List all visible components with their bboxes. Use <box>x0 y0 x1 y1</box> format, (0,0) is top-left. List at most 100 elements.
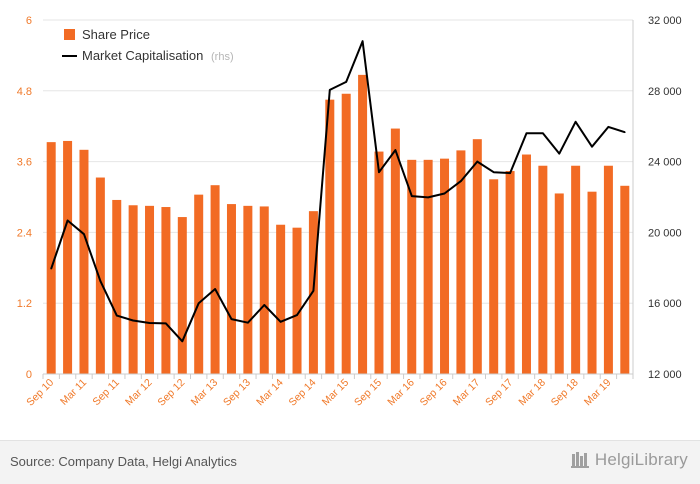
x-tick-label: Mar 13 <box>189 377 221 409</box>
bar-share-price <box>259 206 269 374</box>
point-market-cap <box>132 319 134 322</box>
point-market-cap <box>99 280 102 282</box>
bar-share-price <box>341 93 351 374</box>
brand-logo: HelgiLibrary <box>570 450 688 470</box>
legend-label-share-price: Share Price <box>82 27 150 42</box>
point-market-cap <box>591 145 593 148</box>
bar-share-price <box>538 165 548 374</box>
y-left-tick-label: 0 <box>26 369 32 381</box>
x-tick-label: Sep 12 <box>155 377 187 409</box>
x-tick-label: Mar 18 <box>516 377 548 409</box>
x-tick-label: Sep 18 <box>549 377 581 409</box>
point-market-cap <box>50 267 52 270</box>
bar-share-price <box>210 185 220 374</box>
bar-share-price <box>358 74 368 375</box>
bar-share-price <box>423 159 433 374</box>
bar-share-price <box>292 227 302 374</box>
x-tick-label: Sep 16 <box>418 377 450 409</box>
y-left-tick-label: 2.4 <box>17 227 32 239</box>
legend: Share Price Market Capitalisation (rhs) <box>62 27 234 63</box>
bar-share-price <box>161 207 171 374</box>
source-text: Source: Company Data, Helgi Analytics <box>10 454 237 469</box>
bar-share-price <box>571 165 581 374</box>
bar-share-price <box>407 159 417 374</box>
bar-share-price <box>79 149 89 374</box>
bar-share-price <box>194 194 204 374</box>
bar-share-price <box>603 165 613 374</box>
bar-share-price <box>390 128 400 374</box>
y-left-tick-label: 3.6 <box>17 157 32 169</box>
point-market-cap <box>312 290 315 292</box>
point-market-cap <box>361 40 364 43</box>
x-tick-label: Sep 14 <box>287 377 319 409</box>
bar-share-price <box>226 204 236 374</box>
point-market-cap <box>263 304 266 306</box>
x-tick-label: Mar 12 <box>123 377 155 409</box>
x-tick-label: Sep 15 <box>352 377 384 409</box>
x-tick-label: Sep 11 <box>90 377 122 409</box>
point-market-cap <box>558 152 561 155</box>
bar-share-price <box>177 217 187 374</box>
point-market-cap <box>83 233 85 235</box>
point-market-cap <box>443 192 446 195</box>
x-tick-label: Mar 19 <box>582 377 614 409</box>
bar-share-price <box>587 191 597 374</box>
point-market-cap <box>378 171 380 174</box>
x-tick-label: Sep 13 <box>221 377 253 409</box>
point-market-cap <box>148 322 151 324</box>
bar-share-price <box>46 142 56 374</box>
x-tick-label: Mar 17 <box>451 377 483 409</box>
point-market-cap <box>394 149 397 151</box>
y-left-tick-label: 1.2 <box>17 298 32 310</box>
y-right-tick-label: 16 000 <box>648 298 682 310</box>
point-market-cap <box>427 196 429 199</box>
bar-share-price <box>325 99 335 375</box>
bar-share-price <box>620 185 630 374</box>
point-market-cap <box>181 340 184 343</box>
bar-share-price <box>243 205 253 374</box>
point-market-cap <box>476 160 479 163</box>
point-market-cap <box>247 321 249 324</box>
market-cap-line <box>50 40 626 343</box>
bar-share-price <box>505 171 515 374</box>
bar-share-price <box>440 158 450 374</box>
y-left-tick-label: 6 <box>26 15 32 27</box>
bar-share-price <box>308 211 318 374</box>
bar-share-price <box>128 205 138 374</box>
y-right-tick-label: 12 000 <box>648 369 682 381</box>
y-right-tick-label: 28 000 <box>648 86 682 98</box>
bar-share-price <box>145 205 155 374</box>
point-market-cap <box>329 89 331 91</box>
brand-name: HelgiLibrary <box>594 450 688 469</box>
bar-share-price <box>472 139 482 374</box>
x-tick-label: Mar 15 <box>320 377 352 409</box>
footer-bar: Source: Company Data, Helgi Analytics He… <box>0 440 700 484</box>
point-market-cap <box>492 171 495 174</box>
bar-share-price <box>489 179 499 374</box>
legend-swatch-share-price <box>64 29 75 40</box>
share-price-bars <box>46 74 630 375</box>
library-icon <box>570 452 589 468</box>
bar-share-price <box>521 154 531 374</box>
point-market-cap <box>214 288 216 290</box>
point-market-cap <box>197 302 200 305</box>
y-left-tick-label: 4.8 <box>17 86 32 98</box>
x-tick-label: Sep 17 <box>483 377 515 409</box>
point-market-cap <box>607 126 610 128</box>
combo-chart: 0 1.2 2.4 3.6 4.8 6 12 000 16 000 20 000 24 000 28… <box>17 15 682 409</box>
bar-share-price <box>63 140 73 374</box>
bar-share-price <box>374 151 384 374</box>
point-market-cap <box>279 320 282 323</box>
y-right-tick-label: 32 000 <box>648 15 682 27</box>
gridlines <box>43 19 633 304</box>
legend-label-rhs-note: (rhs) <box>211 51 234 63</box>
point-market-cap <box>509 172 511 174</box>
point-market-cap <box>410 195 413 197</box>
point-market-cap <box>296 314 298 316</box>
bar-share-price <box>112 199 122 374</box>
point-market-cap <box>66 219 69 222</box>
bar-share-price <box>276 224 286 374</box>
bar-share-price <box>554 193 564 374</box>
bar-share-price <box>95 177 105 374</box>
y-right-tick-label: 24 000 <box>648 157 682 169</box>
